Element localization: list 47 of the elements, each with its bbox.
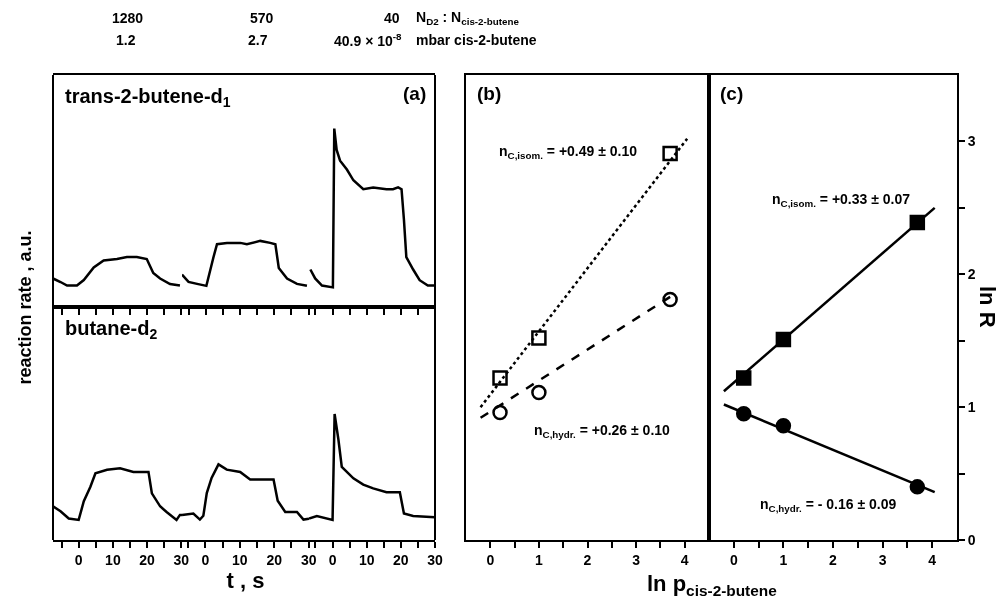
x-tick-label: 4 [680,551,689,568]
annotation: n$_{C,isom.}$ = +0.33 ± 0.07 [772,191,911,209]
x-tick-label: 3 [878,551,887,568]
annotation: (b) [477,83,502,104]
text: mbar cis-2-butene [416,32,537,48]
x-tick-label: 3 [632,551,641,568]
text: 40.9 × 10$^{-8}$ [334,31,403,49]
x-tick-label: 20 [393,551,409,568]
x-tick-label: 0 [729,551,738,568]
annotation: n$_{C,hydr.}$ = - 0.16 ± 0.09 [760,496,897,514]
x-tick-label: 30 [427,551,443,568]
text: 1280 [112,10,144,26]
x-tick-label: 0 [328,551,337,568]
text: N$_{D2}$ : N$_{cis-2-butene}$ [416,9,520,27]
x-tick-label: 30 [300,551,317,568]
x-tick-label: 0 [74,551,83,568]
annotation: n$_{C,isom.}$ = +0.49 ± 0.10 [499,143,638,161]
x-tick-label: 10 [232,551,248,568]
text: butane-d$_{2}$ [65,317,158,343]
y-axis-title: reaction rate , a.u. [15,230,36,385]
text: (a) [403,83,427,104]
x-tick-label: 0 [486,551,495,568]
x-tick-label: 0 [201,551,210,568]
x-tick-label: 10 [358,551,375,568]
text: 1.2 [116,32,136,48]
text: trans-2-butene-d$_{1}$ [65,85,231,111]
text: 570 [250,10,274,26]
x-tick-label: 4 [928,551,937,568]
y-tick-label: 3 [967,133,976,150]
x-tick-label: 1 [535,551,543,568]
y-tick-label: 2 [967,266,976,283]
y-tick-label: 1 [967,399,976,416]
x-tick-label: 30 [173,551,190,568]
annotation: n$_{C,hydr.}$ = +0.26 ± 0.10 [534,422,671,440]
x-tick-label: 10 [105,551,121,568]
x-axis-title: t , s [226,567,265,593]
x-axis-title: ln p$_{cis-2-butene}$ [647,571,778,599]
x-tick-label: 2 [829,551,838,568]
y-tick-label: 0 [967,531,976,548]
x-tick-label: 20 [139,551,156,568]
annotation: (c) [720,83,744,104]
text: 2.7 [248,32,268,48]
x-tick-label: 2 [583,551,592,568]
text: 40 [384,10,400,26]
x-tick-label: 1 [779,551,788,568]
x-tick-label: 20 [266,551,283,568]
y-axis-title: ln R [975,286,1000,328]
